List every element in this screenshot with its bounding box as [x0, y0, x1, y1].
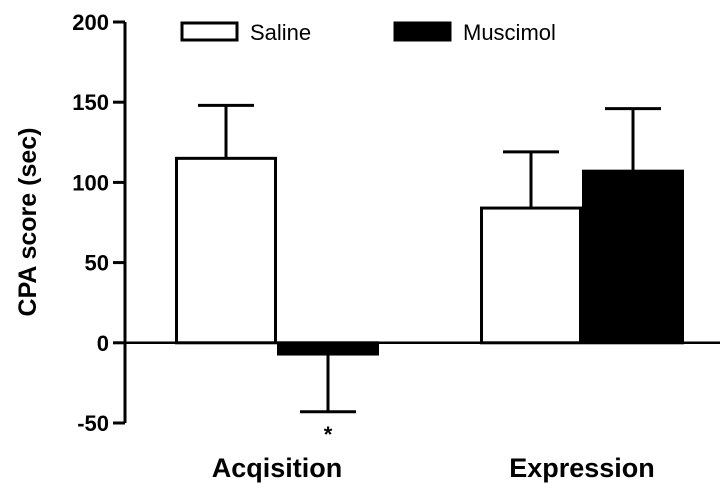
bar-muscimol-acqisition — [277, 341, 379, 356]
y-axis-title: CPA score (sec) — [14, 128, 42, 317]
legend-swatch-saline — [180, 21, 239, 42]
y-tick-label: 50 — [85, 251, 109, 276]
y-tick-label: -50 — [77, 411, 109, 436]
legend-label-muscimol: Muscimol — [463, 20, 556, 45]
legend-label-saline: Saline — [250, 20, 311, 45]
y-tick-label: 150 — [72, 90, 109, 115]
y-tick-label: 200 — [72, 10, 109, 35]
legend: Saline Muscimol — [180, 20, 556, 45]
bar-saline-expression — [480, 206, 582, 345]
x-category-label: Acqisition — [212, 453, 343, 483]
error-bars — [198, 103, 661, 414]
significance-annotation: * — [324, 422, 333, 447]
category-labels: Acqisition Expression — [212, 453, 655, 483]
y-tick-label: 0 — [97, 331, 109, 356]
annotations: * — [324, 422, 333, 447]
y-axis: 200 150 100 50 0 -50 — [72, 10, 127, 436]
bars — [175, 156, 684, 356]
y-tick-label: 100 — [72, 170, 109, 195]
bar-saline-acqisition — [175, 156, 277, 345]
legend-swatch-muscimol — [393, 21, 452, 42]
bar-muscimol-expression — [582, 169, 684, 345]
x-category-label: Expression — [509, 453, 655, 483]
